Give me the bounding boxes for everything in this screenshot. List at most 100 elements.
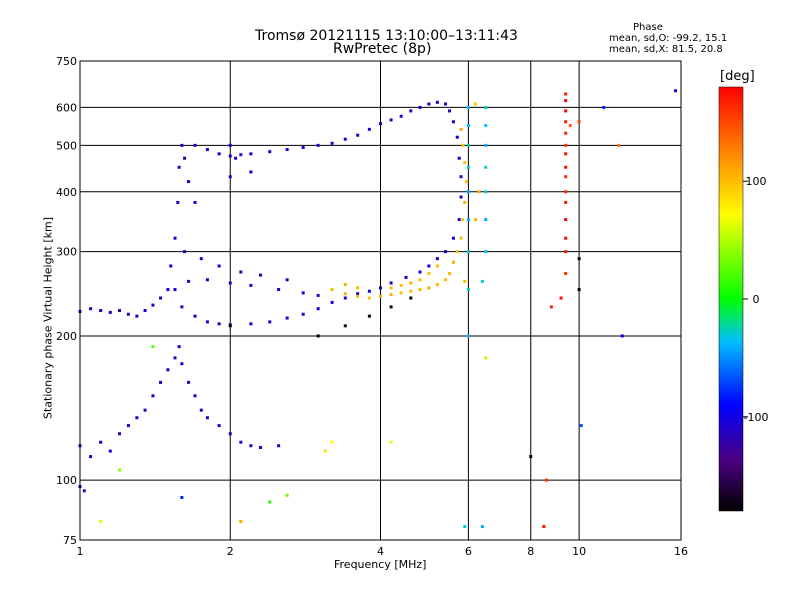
data-point: [577, 288, 581, 292]
data-point: [343, 324, 347, 328]
data-point: [356, 292, 360, 296]
x-tick-label: 6: [465, 545, 472, 558]
data-point: [617, 143, 621, 147]
data-point: [564, 143, 568, 147]
data-point: [466, 250, 470, 254]
data-point: [484, 165, 488, 169]
data-point: [473, 102, 477, 106]
data-point: [205, 148, 209, 152]
data-point: [228, 175, 232, 179]
data-point: [277, 444, 281, 448]
data-point: [193, 143, 197, 147]
x-tick-label: 4: [377, 545, 384, 558]
data-point: [409, 289, 413, 293]
data-point: [173, 288, 177, 292]
data-point: [484, 143, 488, 147]
data-point: [466, 288, 470, 292]
data-point: [484, 105, 488, 109]
data-point: [159, 296, 163, 300]
y-axis-ticks: 75 100 200 300 400 500 600 750: [56, 55, 77, 547]
data-point: [228, 281, 232, 285]
data-point: [330, 440, 334, 444]
data-point: [559, 296, 563, 300]
data-point: [259, 273, 263, 277]
data-point: [118, 468, 122, 472]
data-point: [151, 345, 155, 349]
data-point: [564, 190, 568, 194]
data-point: [564, 200, 568, 204]
data-point: [674, 89, 678, 93]
data-point: [180, 362, 184, 366]
data-point: [126, 312, 130, 316]
data-point: [367, 127, 371, 131]
data-point: [343, 137, 347, 141]
data-point: [564, 152, 568, 156]
data-point: [99, 519, 103, 523]
data-point: [564, 218, 568, 222]
data-point: [259, 445, 263, 449]
y-tick-label: 400: [56, 186, 77, 199]
data-point: [249, 152, 253, 156]
data-point: [466, 165, 470, 169]
data-point: [367, 314, 371, 318]
data-point: [169, 264, 173, 268]
data-point: [249, 444, 253, 448]
data-point: [159, 380, 163, 384]
data-point: [277, 288, 281, 292]
data-point: [173, 356, 177, 360]
data-point: [239, 440, 243, 444]
data-point: [466, 105, 470, 109]
data-point: [451, 120, 455, 124]
data-point: [620, 334, 624, 338]
data-point: [126, 424, 130, 428]
colorbar-unit: [deg]: [720, 69, 755, 84]
data-point: [463, 200, 467, 204]
x-axis-ticks: 1 2 4 6 8 10 16: [77, 545, 689, 558]
x-tick-label: 2: [227, 545, 234, 558]
data-point: [564, 175, 568, 179]
data-point: [389, 286, 393, 290]
data-point: [177, 345, 181, 349]
data-point: [193, 394, 197, 398]
data-point: [234, 156, 238, 160]
data-point: [316, 334, 320, 338]
data-point: [217, 264, 221, 268]
data-point: [435, 283, 439, 287]
data-point: [135, 416, 139, 420]
data-point: [199, 408, 203, 412]
data-point: [544, 478, 548, 482]
data-point: [268, 150, 272, 154]
data-point: [166, 368, 170, 372]
colorbar-tick-label: 0: [753, 293, 760, 306]
data-point: [459, 127, 463, 131]
data-point: [466, 124, 470, 128]
data-point: [205, 320, 209, 324]
data-point: [564, 109, 568, 113]
data-point: [379, 294, 382, 298]
plot-frame: [79, 60, 682, 541]
data-point: [457, 156, 461, 160]
data-point: [602, 105, 606, 109]
data-point: [564, 99, 568, 103]
data-point: [285, 148, 289, 152]
data-point: [217, 424, 221, 428]
data-point: [448, 272, 452, 276]
data-point: [228, 432, 232, 436]
data-point: [316, 143, 320, 147]
data-point: [564, 165, 568, 169]
data-point: [459, 175, 463, 179]
data-point: [205, 416, 209, 420]
data-point: [367, 289, 371, 293]
data-point: [577, 257, 581, 261]
data-point: [180, 143, 184, 147]
data-point: [564, 272, 568, 276]
data-point: [389, 293, 393, 297]
data-point: [239, 153, 243, 157]
data-point: [466, 218, 470, 222]
y-tick-label: 300: [56, 246, 77, 259]
data-point: [367, 296, 371, 300]
data-point: [343, 283, 347, 287]
data-point: [461, 218, 465, 222]
data-point: [239, 270, 243, 274]
